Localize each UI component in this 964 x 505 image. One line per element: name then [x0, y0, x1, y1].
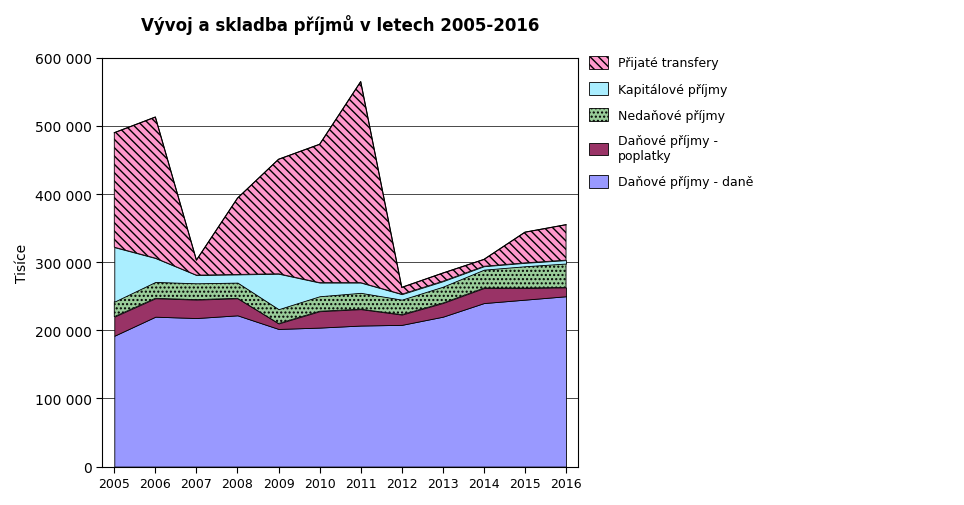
Title: Vývoj a skladba příjmů v letech 2005-2016: Vývoj a skladba příjmů v letech 2005-201… [141, 15, 539, 35]
Legend: Přijaté transfery, Kapitálové příjmy, Nedaňové příjmy, Daňové příjmy -
poplatky,: Přijaté transfery, Kapitálové příjmy, Ne… [589, 57, 754, 189]
Y-axis label: Tisíce: Tisíce [15, 243, 29, 282]
